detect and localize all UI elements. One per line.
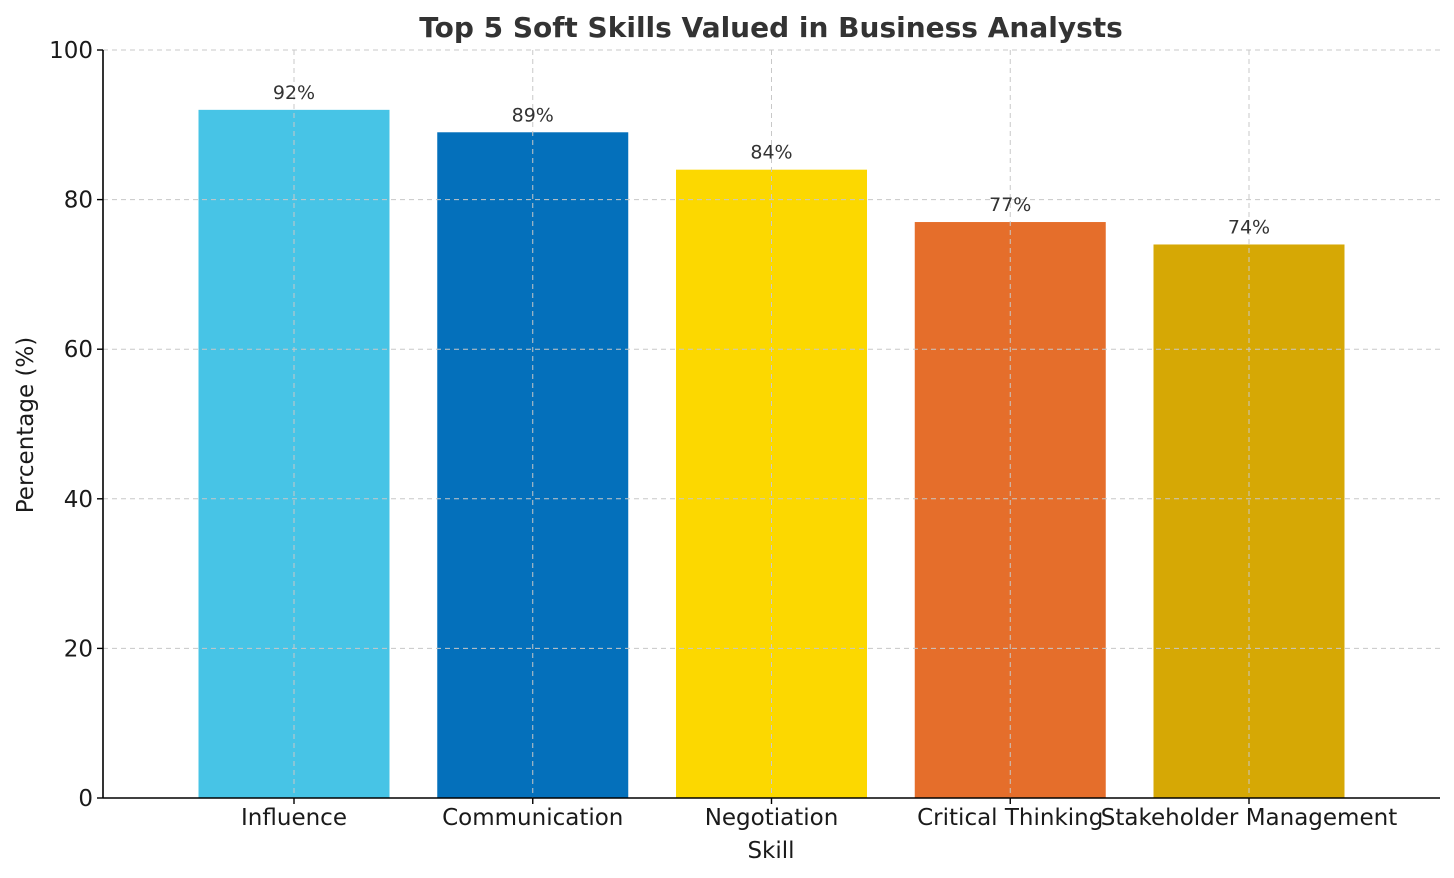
axes xyxy=(97,49,1440,804)
y-tick-label: 60 xyxy=(64,337,93,363)
data-label: 92% xyxy=(273,82,315,104)
data-label: 77% xyxy=(989,194,1031,216)
y-tick-label: 80 xyxy=(64,188,93,214)
y-tick-label: 20 xyxy=(64,636,93,662)
y-axis-label: Percentage (%) xyxy=(13,337,39,514)
y-tick-label: 100 xyxy=(49,38,93,64)
x-tick-label: Influence xyxy=(241,805,347,831)
labels: 0 20 40 60 80 100 Influence Communication Negoti… xyxy=(49,38,1397,831)
chart-title: Top 5 Soft Skills Valued in Business Ana… xyxy=(419,11,1123,44)
x-tick-label: Stakeholder Management xyxy=(1101,805,1397,831)
data-label: 89% xyxy=(512,104,554,126)
x-tick-label: Critical Thinking xyxy=(917,805,1103,831)
grid xyxy=(103,49,1440,798)
data-label: 74% xyxy=(1228,216,1270,238)
x-tick-label: Negotiation xyxy=(705,805,839,831)
x-axis-label: Skill xyxy=(747,838,794,864)
x-tick-label: Communication xyxy=(442,805,623,831)
data-label: 84% xyxy=(750,142,792,164)
y-tick-label: 0 xyxy=(78,786,93,812)
y-tick-label: 40 xyxy=(64,487,93,513)
